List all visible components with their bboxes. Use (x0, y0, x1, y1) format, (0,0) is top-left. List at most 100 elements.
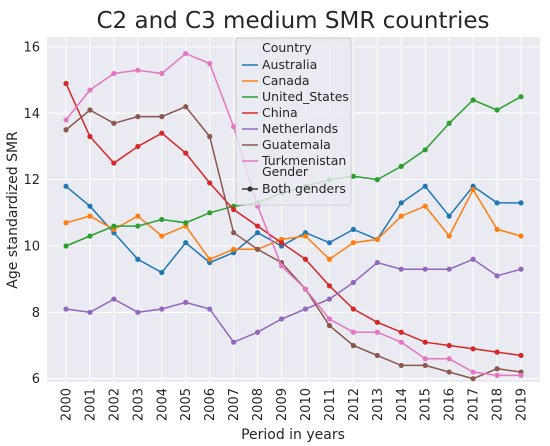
data-point (231, 206, 237, 213)
legend-entry: Netherlands (262, 121, 338, 136)
legend-entry: United_States (262, 89, 349, 104)
legend-entry: Guatemala (262, 137, 331, 152)
data-point (302, 306, 309, 312)
data-point (135, 67, 141, 73)
series-line (65, 188, 522, 261)
data-point (278, 263, 285, 269)
data-point (159, 70, 165, 77)
data-point (159, 114, 165, 120)
data-point (302, 256, 309, 262)
data-point (111, 70, 117, 77)
data-point (446, 342, 452, 349)
x-tick-label: 2017 (467, 388, 482, 421)
data-point (231, 123, 237, 130)
x-tick-label: 2014 (395, 388, 410, 421)
data-point (326, 240, 333, 246)
y-tick-label: 10 (23, 239, 40, 254)
data-point (159, 216, 165, 223)
data-point (135, 143, 141, 150)
y-tick-labels: 6 8 10 12 14 16 (23, 40, 40, 387)
data-point (422, 203, 428, 209)
data-point (350, 306, 356, 312)
legend-entry: China (262, 105, 298, 120)
data-point (135, 309, 141, 315)
data-point (207, 210, 213, 216)
data-point (470, 256, 476, 262)
data-point (446, 369, 452, 375)
data-point (63, 117, 69, 123)
data-point (422, 356, 428, 362)
data-point (111, 296, 117, 302)
series-line (65, 52, 521, 377)
data-point (446, 266, 452, 272)
data-point (63, 243, 69, 249)
data-point (278, 316, 285, 322)
legend-hue-title: Country (262, 40, 312, 55)
x-tick-label: 2015 (419, 388, 434, 421)
data-point (63, 220, 69, 226)
legend-entry: Canada (262, 73, 310, 88)
data-point (326, 316, 333, 322)
data-point (494, 366, 500, 372)
data-point (183, 50, 189, 57)
data-point (446, 356, 452, 362)
x-tick-label: 2009 (275, 388, 290, 421)
x-tick-label: 2003 (131, 388, 146, 421)
data-point (470, 346, 476, 352)
y-tick-label: 14 (23, 107, 40, 122)
series-line (65, 105, 522, 380)
data-point (422, 183, 428, 189)
data-point (398, 362, 404, 369)
data-point (87, 107, 93, 113)
data-point (326, 323, 333, 329)
data-point (207, 306, 213, 312)
data-point (350, 240, 356, 246)
x-tick-label: 2001 (83, 388, 98, 421)
data-point (135, 223, 141, 229)
data-point (63, 183, 69, 189)
x-tick-label: 2004 (155, 388, 170, 421)
data-point (207, 256, 213, 262)
data-point (470, 97, 476, 103)
data-point (518, 372, 524, 378)
x-tick-label: 2012 (347, 388, 362, 421)
data-point (374, 352, 380, 359)
data-point (63, 127, 69, 133)
data-point (159, 233, 165, 239)
data-point (111, 120, 117, 126)
y-tick-label: 6 (32, 372, 40, 387)
data-point (494, 349, 500, 355)
y-tick-label: 12 (23, 173, 40, 188)
x-tick-label: 2011 (323, 388, 338, 421)
data-point (159, 130, 165, 136)
data-point (135, 114, 141, 120)
data-point (422, 362, 428, 369)
data-point (231, 246, 237, 252)
legend-box (235, 37, 352, 206)
data-point (159, 306, 165, 312)
data-point (254, 329, 261, 335)
legend-entries: AustraliaCanadaUnited_StatesChinaNetherl… (242, 57, 349, 168)
data-point (470, 369, 476, 375)
x-tick-label: 2018 (491, 388, 506, 421)
data-point (326, 296, 333, 302)
data-point (518, 266, 524, 272)
data-point (135, 256, 141, 262)
data-point (183, 220, 189, 226)
data-point (470, 186, 476, 193)
x-tick-label: 2006 (203, 388, 218, 421)
data-point (231, 230, 237, 236)
data-point (374, 177, 380, 183)
data-point (422, 339, 428, 345)
data-point (207, 133, 213, 140)
y-tick-label: 8 (32, 306, 40, 321)
data-point (350, 329, 356, 335)
data-point (302, 286, 309, 292)
data-point (350, 226, 356, 233)
data-point (518, 352, 524, 359)
data-point (398, 266, 404, 272)
series-australia (63, 183, 524, 276)
series-guatemala (63, 104, 524, 382)
data-point (398, 213, 404, 219)
data-point (494, 200, 500, 206)
